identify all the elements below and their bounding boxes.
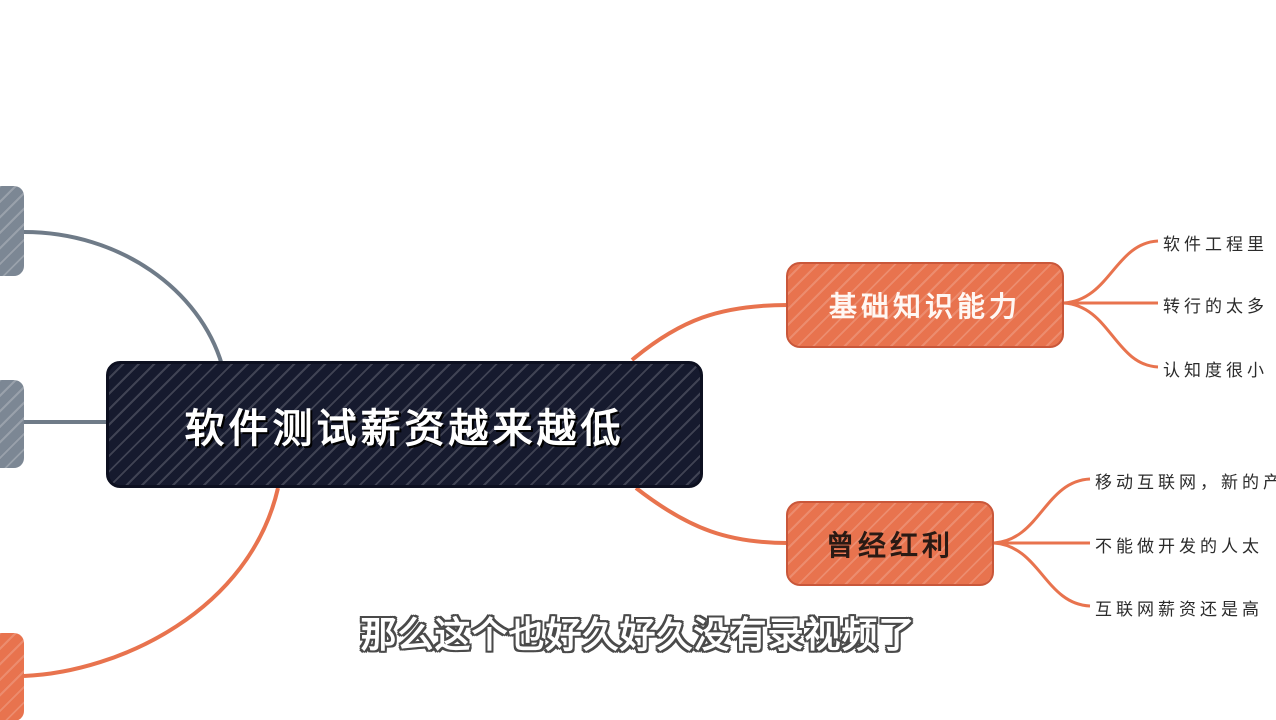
leaf-basic-3[interactable]: 认知度很小 bbox=[1163, 361, 1268, 381]
link-basic-leaf-3 bbox=[1063, 301, 1159, 369]
link-root-basic bbox=[630, 303, 789, 362]
link-root-orange-bottom bbox=[23, 487, 280, 678]
link-root-gray-top bbox=[23, 230, 224, 366]
leaf-basic-1[interactable]: 软件工程里 bbox=[1163, 235, 1268, 255]
branch-basic-knowledge-label: 基础知识能力 bbox=[828, 290, 1021, 323]
root-topic-label: 软件测试薪资越来越低 bbox=[184, 405, 625, 452]
gray-node-mid-stub bbox=[0, 380, 24, 468]
branch-basic-knowledge[interactable]: 基础知识能力 bbox=[786, 262, 1064, 348]
orange-node-bottom-stub bbox=[0, 633, 24, 720]
link-basic-leaf-1 bbox=[1063, 239, 1159, 305]
link-bonus-leaf-3 bbox=[993, 541, 1091, 608]
link-bonus-leaf-1 bbox=[993, 477, 1091, 545]
link-root-bonus bbox=[634, 486, 789, 545]
branch-past-dividend-label: 曾经红利 bbox=[825, 528, 954, 562]
leaf-basic-2[interactable]: 转行的太多 bbox=[1163, 297, 1268, 317]
leaf-bonus-2[interactable]: 不能做开发的人太 bbox=[1095, 537, 1263, 557]
root-topic[interactable]: 软件测试薪资越来越低 bbox=[106, 361, 703, 488]
video-subtitle: 那么这个也好久好久没有录视频了 bbox=[360, 615, 916, 656]
branch-past-dividend[interactable]: 曾经红利 bbox=[786, 501, 994, 586]
leaf-bonus-3[interactable]: 互联网薪资还是高 bbox=[1095, 600, 1263, 620]
gray-node-top-stub bbox=[0, 186, 24, 276]
leaf-bonus-1[interactable]: 移动互联网，新的产 bbox=[1095, 473, 1276, 493]
